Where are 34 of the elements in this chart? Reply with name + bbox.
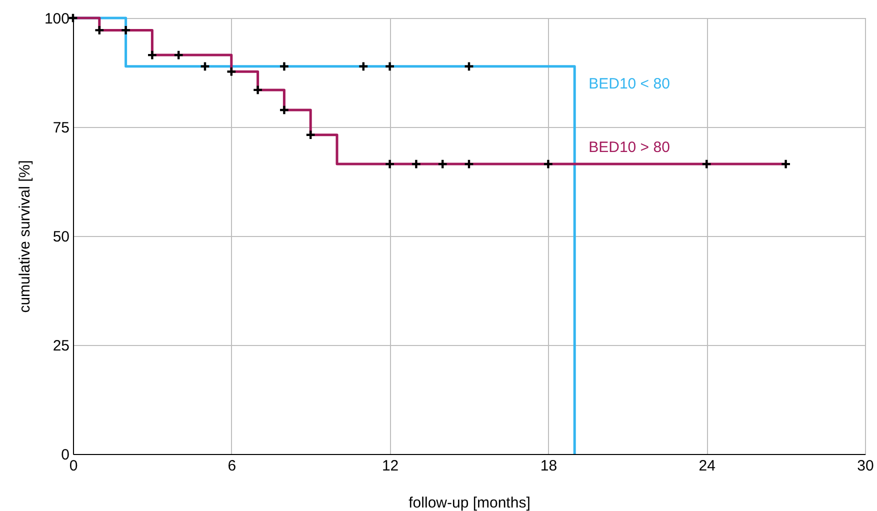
point <box>358 61 369 72</box>
point <box>226 66 237 77</box>
x-tick-label: 6 <box>228 458 236 474</box>
point <box>542 158 554 170</box>
point <box>410 158 422 170</box>
x-tick-label: 24 <box>698 458 716 474</box>
y-tick-label: 50 <box>52 228 70 246</box>
point <box>120 24 132 36</box>
point <box>252 84 264 96</box>
series-label: BED10 < 80 <box>588 75 670 92</box>
x-tick-label: 30 <box>857 458 874 474</box>
point <box>94 24 105 36</box>
point <box>384 61 396 72</box>
point <box>437 158 448 170</box>
point <box>278 61 290 72</box>
y-tick-label: 75 <box>52 120 70 136</box>
point <box>780 158 792 170</box>
x-tick-label: 12 <box>382 458 399 474</box>
point <box>305 130 316 140</box>
series-label: BED10 > 80 <box>588 139 670 156</box>
point <box>200 61 210 72</box>
point <box>278 104 290 116</box>
y-tick-label: 25 <box>52 338 70 354</box>
point <box>464 61 474 72</box>
point <box>384 158 396 170</box>
point <box>173 50 184 60</box>
x-axis-title: follow-up [months] <box>408 494 530 511</box>
y-tick-label: 0 <box>61 446 70 464</box>
y-tick-label: 100 <box>44 10 70 28</box>
y-axis-title: cumulative survival [%] <box>16 160 34 313</box>
point <box>146 50 158 60</box>
point <box>701 158 712 170</box>
point <box>464 158 474 170</box>
x-tick-label: 18 <box>540 458 558 474</box>
